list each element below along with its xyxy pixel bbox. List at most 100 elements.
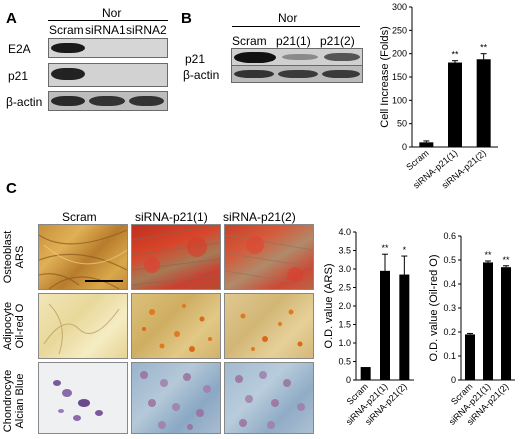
chart-od-ars: 0 0.5 1.0 1.5 2.0 2.5 3.0 3.5 4.0 O.D. value (ARS… [323, 227, 414, 427]
y-tick-label: 0 [402, 142, 407, 152]
panel-b-row-p21: p21 [185, 52, 206, 66]
micrograph-chondrocyte-scram [38, 362, 128, 434]
y-tick-label: 0.4 [443, 279, 456, 289]
significance-label: ** [381, 243, 389, 253]
panel-b-row-actin: β-actin [183, 68, 220, 82]
band [51, 68, 85, 80]
y-tick-label: 50 [397, 119, 407, 129]
y-tick-label: 3.0 [338, 264, 351, 274]
blot-a-e2a [48, 38, 168, 58]
band [322, 70, 360, 78]
cell-texture [140, 371, 211, 430]
y-axis-label: O.D. value (Oil-red O) [428, 255, 440, 362]
panel-a-row-p21: p21 [8, 69, 29, 83]
bar [465, 334, 475, 380]
panel-b-condition: Nor [278, 11, 298, 25]
row-label-adipocyte: Adipocyte Oil-red O [2, 292, 26, 360]
y-axis-label: Cell Increase (Folds) [379, 26, 391, 127]
row-label-line: Alcian Blue [14, 373, 26, 429]
y-tick-label: 3.5 [338, 246, 351, 256]
bar [419, 142, 434, 147]
blot-a-p21 [48, 63, 168, 87]
band [129, 96, 164, 106]
panel-a-row-actin: β-actin [6, 95, 43, 109]
y-tick-label: 2.0 [338, 301, 351, 311]
bar [380, 270, 390, 380]
y-tick-label: 300 [392, 2, 407, 12]
micrograph-osteoblast-sip21-2 [224, 224, 314, 290]
blot-b-actin [231, 65, 363, 83]
panel-c-col-2: siRNA-p21(1) [135, 210, 208, 224]
band [234, 52, 276, 63]
band [234, 70, 274, 78]
row-label-osteoblast: Osteoblast ARS [2, 225, 26, 289]
panel-b-lane-1: Scram [232, 34, 267, 48]
micrograph-adipocyte-scram [38, 293, 128, 359]
cell-texture [53, 380, 103, 421]
y-tick-label: 250 [392, 25, 407, 35]
row-label-line: Oil-red O [14, 303, 26, 349]
bar [476, 59, 491, 148]
panel-c-col-3: siRNA-p21(2) [223, 210, 296, 224]
band [51, 96, 85, 106]
y-axis-label: O.D. value (ARS) [323, 264, 335, 349]
band [282, 54, 318, 60]
y-tick-label: 2.5 [338, 283, 351, 293]
y-tick-label: 200 [392, 49, 407, 59]
micrograph-adipocyte-sip21-1 [131, 293, 221, 359]
panel-b-lane-3: p21(2) [320, 34, 355, 48]
y-tick-label: 150 [392, 72, 407, 82]
cell-texture [240, 309, 303, 351]
y-tick-label: 0.5 [443, 255, 456, 265]
cell-texture [235, 371, 305, 429]
panel-a-lane-3: siRNA2 [126, 23, 167, 37]
band [324, 53, 360, 61]
row-label-line: Osteoblast [2, 230, 14, 284]
panel-letter-b: B [181, 10, 192, 27]
micrograph-chondrocyte-sip21-1 [131, 362, 221, 434]
y-tick-label: 0.6 [443, 231, 456, 241]
y-tick-label: 0.1 [443, 351, 456, 361]
cell-texture [142, 304, 212, 352]
y-tick-label: 4.0 [338, 227, 351, 237]
panel-a-row-e2a: E2A [8, 42, 31, 56]
chart-od-oilred: 0 0.1 0.2 0.3 0.4 0.5 0.6 O.D. value (Oil-red O… [428, 231, 515, 427]
significance-label: ** [451, 50, 459, 60]
panel-a-condition-line [48, 20, 168, 21]
panel-letter-c: C [6, 180, 17, 197]
blot-a-actin [48, 91, 168, 111]
panel-c-col-1: Scram [62, 210, 97, 224]
cell-texture [225, 234, 313, 286]
panel-a-lane-2: siRNA1 [85, 23, 126, 37]
bar [399, 274, 410, 380]
panel-a-condition: Nor [102, 6, 122, 20]
band [89, 96, 125, 106]
y-tick-label: 1.0 [338, 338, 351, 348]
y-tick-label: 0 [346, 375, 351, 385]
y-tick-label: 100 [392, 95, 407, 105]
panel-b-lane-2: p21(1) [276, 34, 311, 48]
bar [448, 62, 462, 147]
micrograph-chondrocyte-sip21-2 [224, 362, 314, 434]
bar [501, 267, 511, 380]
row-label-chondrocyte: Chondrocyte Alcian Blue [2, 364, 26, 438]
micrograph-osteoblast-sip21-1 [131, 224, 221, 290]
significance-label: ** [484, 250, 492, 260]
y-tick-label: 0.5 [338, 357, 351, 367]
cell-texture [43, 303, 120, 355]
panel-b-condition-line [232, 26, 360, 27]
band [51, 43, 85, 53]
micrograph-adipocyte-sip21-2 [224, 293, 314, 359]
bar [360, 367, 371, 380]
significance-label: ** [480, 43, 488, 53]
micrograph-osteoblast-scram [38, 224, 128, 290]
bar [483, 262, 493, 380]
row-label-line: Adipocyte [2, 301, 14, 351]
y-tick-label: 0.3 [443, 303, 456, 313]
y-tick-label: 0 [451, 375, 456, 385]
significance-label: * [403, 245, 407, 255]
y-tick-label: 0.2 [443, 327, 456, 337]
band [278, 70, 318, 78]
row-label-line: ARS [14, 245, 26, 269]
significance-label: ** [502, 255, 510, 265]
